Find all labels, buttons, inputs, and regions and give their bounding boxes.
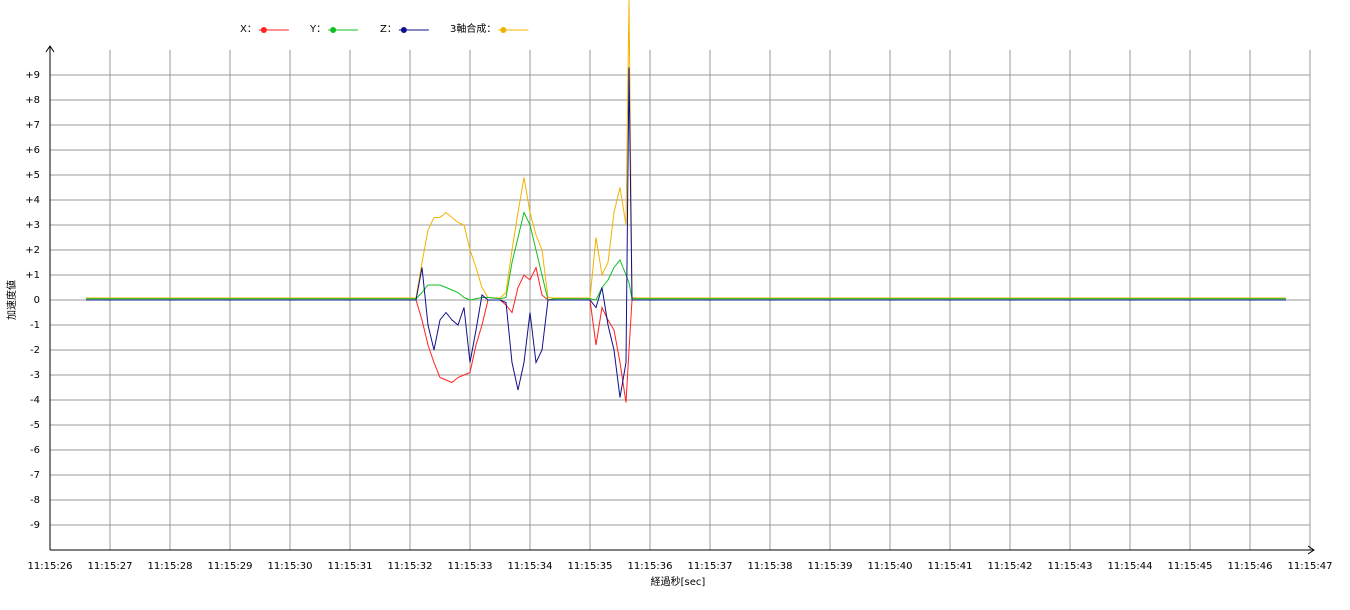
y-tick-label: -1: [30, 320, 40, 331]
x-tick-label: 11:15:33: [448, 561, 493, 572]
x-tick-label: 11:15:46: [1228, 561, 1273, 572]
y-tick-label: +1: [25, 270, 40, 281]
series-line: [86, 0, 1286, 299]
legend-label: 3軸合成：: [450, 22, 496, 35]
x-tick-label: 11:15:43: [1048, 561, 1093, 572]
x-tick-label: 11:15:41: [928, 561, 973, 572]
y-tick-label: -2: [30, 345, 40, 356]
x-tick-label: 11:15:37: [688, 561, 733, 572]
x-tick-label: 11:15:45: [1168, 561, 1213, 572]
y-tick-label: -9: [30, 520, 40, 531]
legend-marker: [500, 27, 507, 33]
x-tick-label: 11:15:29: [208, 561, 253, 572]
y-tick-label: +3: [25, 220, 40, 231]
x-tick-label: 11:15:30: [268, 561, 313, 572]
y-axis-label: 加速度値: [5, 280, 18, 320]
y-tick-label: 0: [34, 295, 40, 306]
y-tick-label: +9: [25, 70, 40, 81]
x-tick-label: 11:15:42: [988, 561, 1033, 572]
x-tick-label: 11:15:40: [868, 561, 913, 572]
x-tick-label: 11:15:28: [148, 561, 193, 572]
y-tick-label: +5: [25, 170, 40, 181]
x-tick-label: 11:15:47: [1288, 561, 1333, 572]
x-tick-label: 11:15:38: [748, 561, 793, 572]
series-line: [86, 211, 1286, 301]
y-tick-label: -5: [30, 420, 40, 431]
series-line: [86, 67, 1286, 398]
y-tick-label: +2: [25, 245, 40, 256]
x-tick-label: 11:15:35: [568, 561, 613, 572]
y-tick-label: +7: [25, 120, 40, 131]
x-tick-label: 11:15:27: [88, 561, 133, 572]
y-tick-label: +6: [25, 145, 40, 156]
x-tick-label: 11:15:26: [28, 561, 73, 572]
y-tick-label: -8: [30, 495, 40, 506]
x-tick-label: 11:15:36: [628, 561, 673, 572]
legend-label: Z：: [380, 24, 397, 35]
x-axis: [50, 545, 1315, 555]
legend-marker: [260, 27, 267, 33]
x-tick-label: 11:15:39: [808, 561, 853, 572]
x-tick-label: 11:15:32: [388, 561, 433, 572]
legend-marker: [330, 27, 337, 33]
x-tick-label: 11:15:34: [508, 561, 553, 572]
y-axis: [45, 45, 55, 550]
y-tick-label: -4: [30, 395, 40, 406]
x-tick-label: 11:15:31: [328, 561, 373, 572]
legend-label: Y：: [309, 24, 326, 35]
y-tick-label: -6: [30, 445, 40, 456]
legend-label: X：: [240, 24, 257, 35]
x-tick-label: 11:15:44: [1108, 561, 1153, 572]
series-line: [86, 265, 1286, 403]
y-tick-label: -3: [30, 370, 40, 381]
y-tick-label: +8: [25, 95, 40, 106]
x-axis-label: 経過秒[sec]: [651, 575, 706, 588]
y-tick-label: +4: [25, 195, 40, 206]
legend-marker: [400, 27, 407, 33]
y-tick-label: -7: [30, 470, 40, 481]
